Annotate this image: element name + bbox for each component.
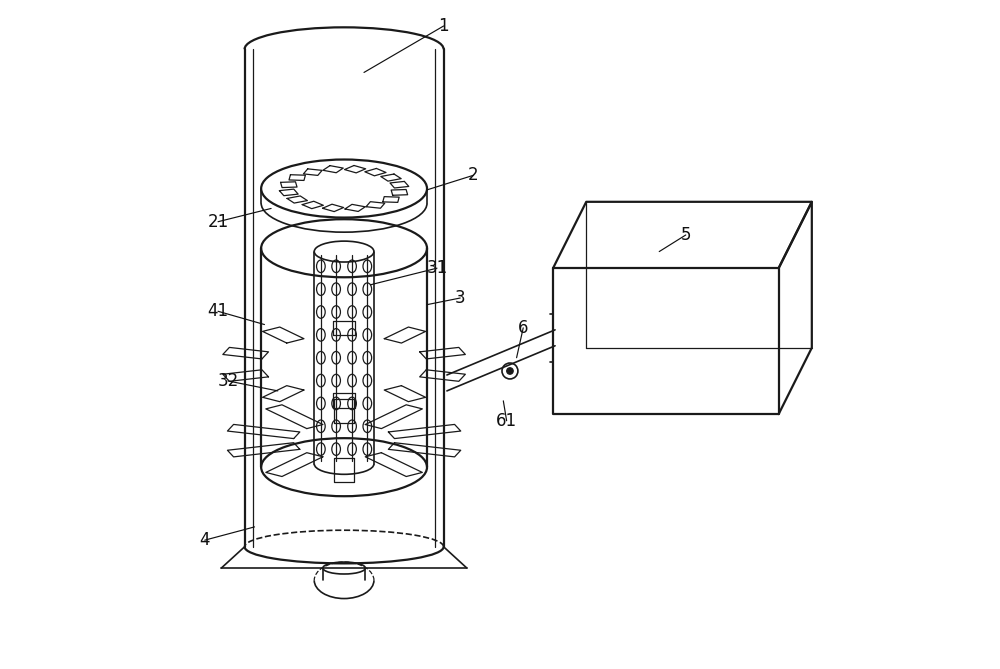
Text: 61: 61 bbox=[496, 411, 517, 429]
Text: 31: 31 bbox=[426, 259, 448, 277]
Text: 4: 4 bbox=[200, 531, 210, 549]
Text: 2: 2 bbox=[468, 167, 479, 184]
Text: 6: 6 bbox=[518, 319, 528, 337]
Text: 5: 5 bbox=[681, 226, 691, 244]
Text: 41: 41 bbox=[207, 302, 229, 320]
Text: 1: 1 bbox=[438, 17, 449, 35]
Text: 32: 32 bbox=[217, 372, 239, 390]
Text: 21: 21 bbox=[207, 213, 229, 231]
Text: 3: 3 bbox=[455, 289, 466, 307]
Circle shape bbox=[507, 368, 513, 374]
